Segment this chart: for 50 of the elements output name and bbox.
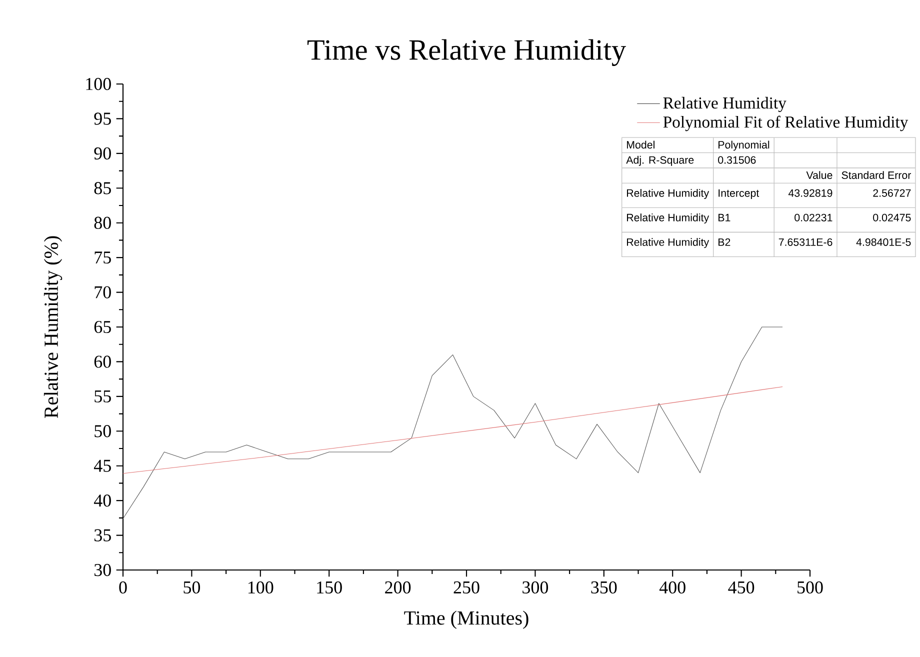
annotation: Relative Humidity [627, 188, 710, 199]
line-series [122, 386, 783, 474]
text: 0.02475 [873, 214, 911, 222]
annotation: 7.65311E-6 [778, 238, 832, 246]
x-tick-label: 200 [385, 581, 411, 594]
y-tick-label: 40 [94, 494, 111, 507]
annotation: Relative Humidity [627, 238, 710, 248]
x-tick-label: 300 [522, 581, 548, 594]
chart-title: Time vs Relative Humidity [307, 39, 626, 66]
y-axis-title: Relative Humidity (%) [44, 236, 62, 418]
x-tick-label: 150 [317, 581, 342, 594]
x-tick-label: 250 [454, 581, 480, 594]
annotation: B2 [718, 238, 730, 246]
annotation: Relative Humidity [627, 214, 710, 224]
y-tick-label: 65 [94, 320, 111, 334]
y-tick-label: 75 [94, 252, 111, 264]
y-tick-label: 55 [94, 390, 111, 402]
text: 2.56727 [873, 189, 911, 197]
y-tick-label: 45 [94, 460, 111, 472]
y-tick-label: 100 [86, 78, 111, 90]
x-tick-label: 500 [798, 581, 823, 594]
annotation: 43.92819 [788, 189, 832, 197]
annotation: B1 [718, 214, 730, 222]
y-tick-label: 80 [94, 216, 111, 229]
x-tick-label: 0 [119, 581, 127, 594]
annotation: 0.31506 [718, 156, 756, 164]
y-tick-label: 90 [94, 147, 111, 160]
annotation: Adj. R-Square [626, 156, 694, 166]
y-tick-label: 85 [94, 182, 111, 194]
y-tick-label: 30 [94, 564, 111, 576]
x-tick-label: 50 [184, 581, 200, 594]
legend-label: Relative Humidity [663, 96, 786, 112]
y-tick-label: 95 [94, 112, 111, 125]
y-tick-label: 50 [94, 425, 111, 438]
text: Standard Error [842, 171, 912, 179]
annotation: Model [627, 140, 654, 149]
annotation: Polynomial [718, 140, 770, 151]
x-axis-title: Time (Minutes) [404, 610, 528, 629]
x-tick-label: 450 [728, 581, 754, 594]
x-tick-label: 350 [591, 581, 617, 594]
text: 4.98401E-5 [856, 238, 911, 246]
annotation: 0.02231 [794, 214, 832, 222]
annotation: Intercept [718, 189, 760, 199]
y-tick-label: 70 [94, 286, 111, 298]
x-tick-label: 100 [248, 581, 274, 594]
x-tick-label: 400 [659, 581, 686, 594]
annotation: Value [806, 171, 832, 179]
legend-label: Polynomial Fit of Relative Humidity [663, 116, 908, 132]
y-tick-label: 35 [94, 529, 111, 542]
y-tick-label: 60 [94, 356, 111, 368]
